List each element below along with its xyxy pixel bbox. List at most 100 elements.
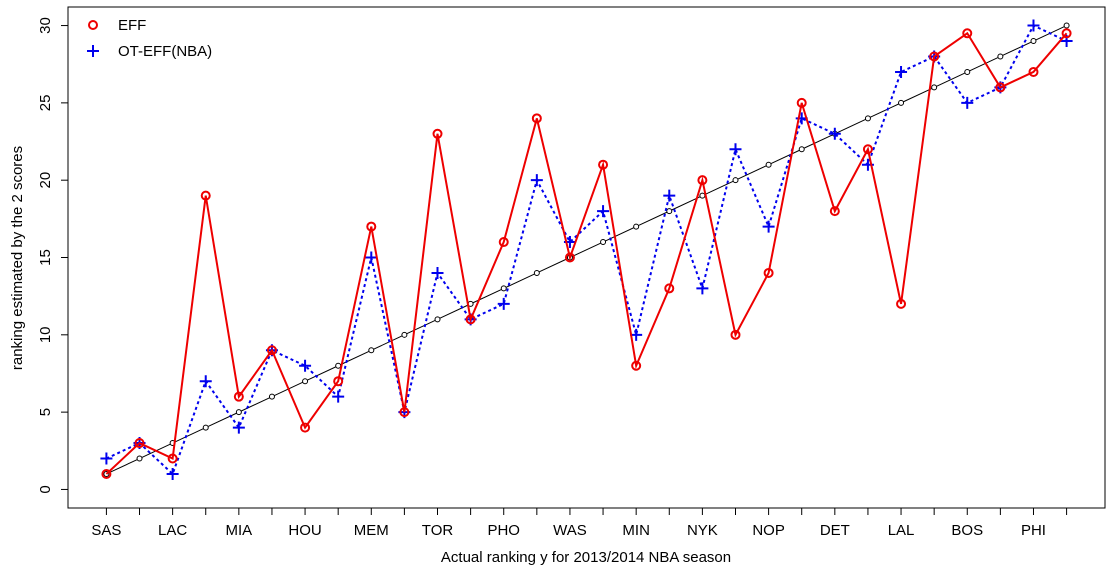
y-axis-label: ranking estimated by the 2 scores	[9, 146, 26, 370]
point	[964, 68, 971, 75]
y-tick-label: 10	[37, 326, 54, 343]
point	[598, 159, 609, 170]
point	[432, 128, 443, 139]
point	[898, 99, 905, 106]
point	[798, 146, 805, 153]
point	[167, 453, 178, 464]
point	[531, 113, 542, 124]
point	[929, 51, 940, 62]
x-tick-label: TOR	[422, 522, 454, 539]
x-tick-label: BOS	[951, 522, 983, 539]
point	[200, 190, 211, 201]
series-line	[105, 24, 1068, 476]
point	[530, 174, 543, 187]
point	[765, 161, 772, 168]
point	[699, 192, 706, 199]
point	[431, 266, 444, 279]
point	[465, 314, 476, 325]
point	[302, 378, 309, 385]
x-tick-label: LAL	[888, 522, 915, 539]
point	[864, 115, 871, 122]
point	[597, 205, 610, 218]
x-tick-label: NYK	[687, 522, 718, 539]
y-tick-label: 25	[37, 95, 54, 112]
point	[564, 252, 575, 263]
point	[633, 223, 640, 230]
point	[268, 393, 275, 400]
point	[666, 208, 673, 215]
point	[796, 97, 807, 108]
point	[1063, 22, 1070, 29]
legend-label: EFF	[118, 17, 146, 34]
x-tick-label: NOP	[752, 522, 785, 539]
y-tick-label: 30	[37, 17, 54, 34]
point	[664, 283, 675, 294]
point	[202, 424, 209, 431]
point	[600, 239, 607, 246]
x-tick-label: PHO	[487, 522, 520, 539]
point	[961, 96, 974, 109]
point	[335, 362, 342, 369]
point	[995, 82, 1006, 93]
point	[498, 237, 509, 248]
point	[88, 20, 98, 30]
point	[101, 468, 112, 479]
point	[366, 221, 377, 232]
point	[997, 53, 1004, 60]
point	[134, 438, 145, 449]
point	[862, 144, 873, 155]
point	[401, 331, 408, 338]
point	[136, 455, 143, 462]
point	[332, 390, 345, 403]
point	[729, 143, 742, 156]
point	[233, 391, 244, 402]
point	[235, 409, 242, 416]
point	[763, 267, 774, 278]
point	[696, 282, 709, 295]
series	[101, 28, 1072, 479]
series-line	[105, 31, 1068, 475]
point	[87, 45, 99, 57]
point	[630, 328, 643, 341]
point	[497, 297, 510, 310]
series	[103, 22, 1070, 477]
x-tick-label: WAS	[553, 522, 587, 539]
point	[828, 127, 841, 140]
point	[896, 298, 907, 309]
point	[232, 421, 245, 434]
point	[100, 452, 113, 465]
x-tick-label: MIA	[226, 522, 253, 539]
point	[631, 360, 642, 371]
x-axis-label: Actual ranking y for 2013/2014 NBA seaso…	[441, 549, 731, 566]
point	[762, 220, 775, 233]
point	[299, 359, 312, 372]
point	[730, 329, 741, 340]
point	[368, 347, 375, 354]
y-tick-label: 15	[37, 249, 54, 266]
point	[166, 467, 179, 480]
series-line	[106, 25, 1067, 475]
x-tick-label: LAC	[158, 522, 187, 539]
legend-label: OT-EFF(NBA)	[118, 43, 212, 60]
y-tick-label: 5	[37, 408, 54, 416]
x-tick-label: DET	[820, 522, 850, 539]
point	[931, 84, 938, 91]
point	[663, 189, 676, 202]
point	[500, 285, 507, 292]
x-tick-label: PHI	[1021, 522, 1046, 539]
point	[962, 28, 973, 39]
point	[199, 375, 212, 388]
x-tick-label: MIN	[622, 522, 650, 539]
point	[533, 269, 540, 276]
point	[1027, 19, 1040, 32]
point	[1028, 66, 1039, 77]
point	[697, 175, 708, 186]
point	[829, 206, 840, 217]
x-tick-label: HOU	[288, 522, 321, 539]
point	[365, 251, 378, 264]
point	[1030, 38, 1037, 45]
plot-box	[67, 6, 1106, 509]
point	[333, 376, 344, 387]
x-tick-label: MEM	[354, 522, 389, 539]
